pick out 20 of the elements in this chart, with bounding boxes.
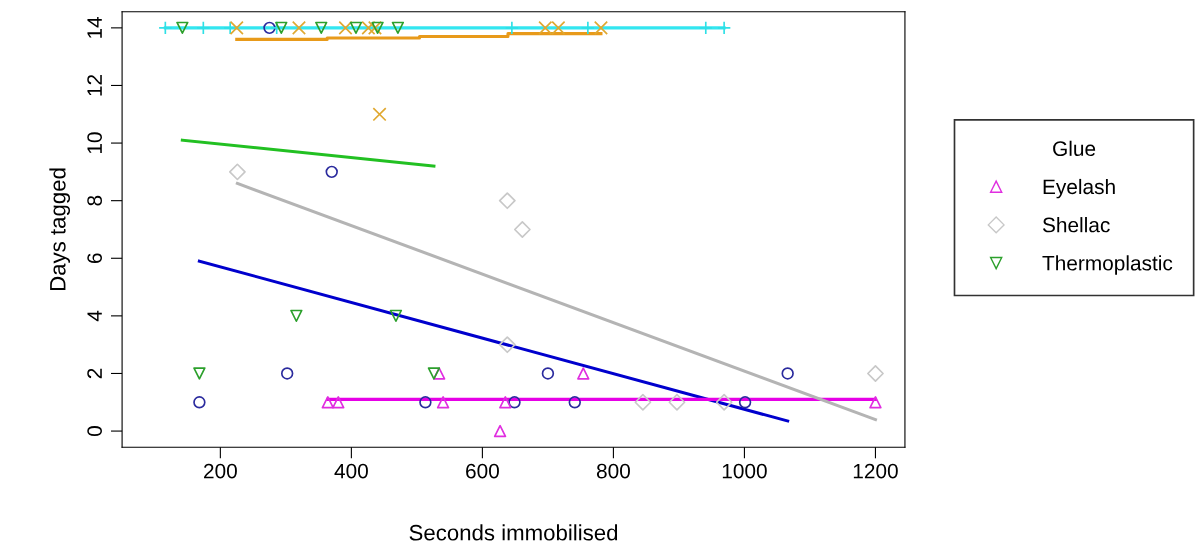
y-tick-label: 14 [87,16,102,38]
y-tick-label: 12 [87,74,102,96]
x-axis-title: Seconds immobilised [409,524,618,541]
x-tick-label: 800 [596,463,630,479]
legend-label: Eyelash [1043,178,1115,199]
y-tick-label: 2 [87,368,102,379]
x-tick-label: 1000 [722,463,767,479]
y-tick-label: 8 [87,195,102,206]
y-tick-label: 6 [87,253,102,263]
y-axis-title: Days tagged [49,168,71,291]
x-tick-label: 400 [334,463,368,479]
y-tick-label: 10 [87,132,102,154]
x-tick-label: 600 [466,463,499,479]
x-tick-label: 200 [204,463,237,479]
y-tick-label: 0 [87,426,102,437]
y-tick-label: 4 [87,310,102,322]
legend-label: Thermoplastic [1042,255,1173,275]
legend-label: Shellac [1042,217,1110,233]
x-tick-label: 1200 [853,463,898,479]
legend-title: Glue [1053,140,1096,157]
